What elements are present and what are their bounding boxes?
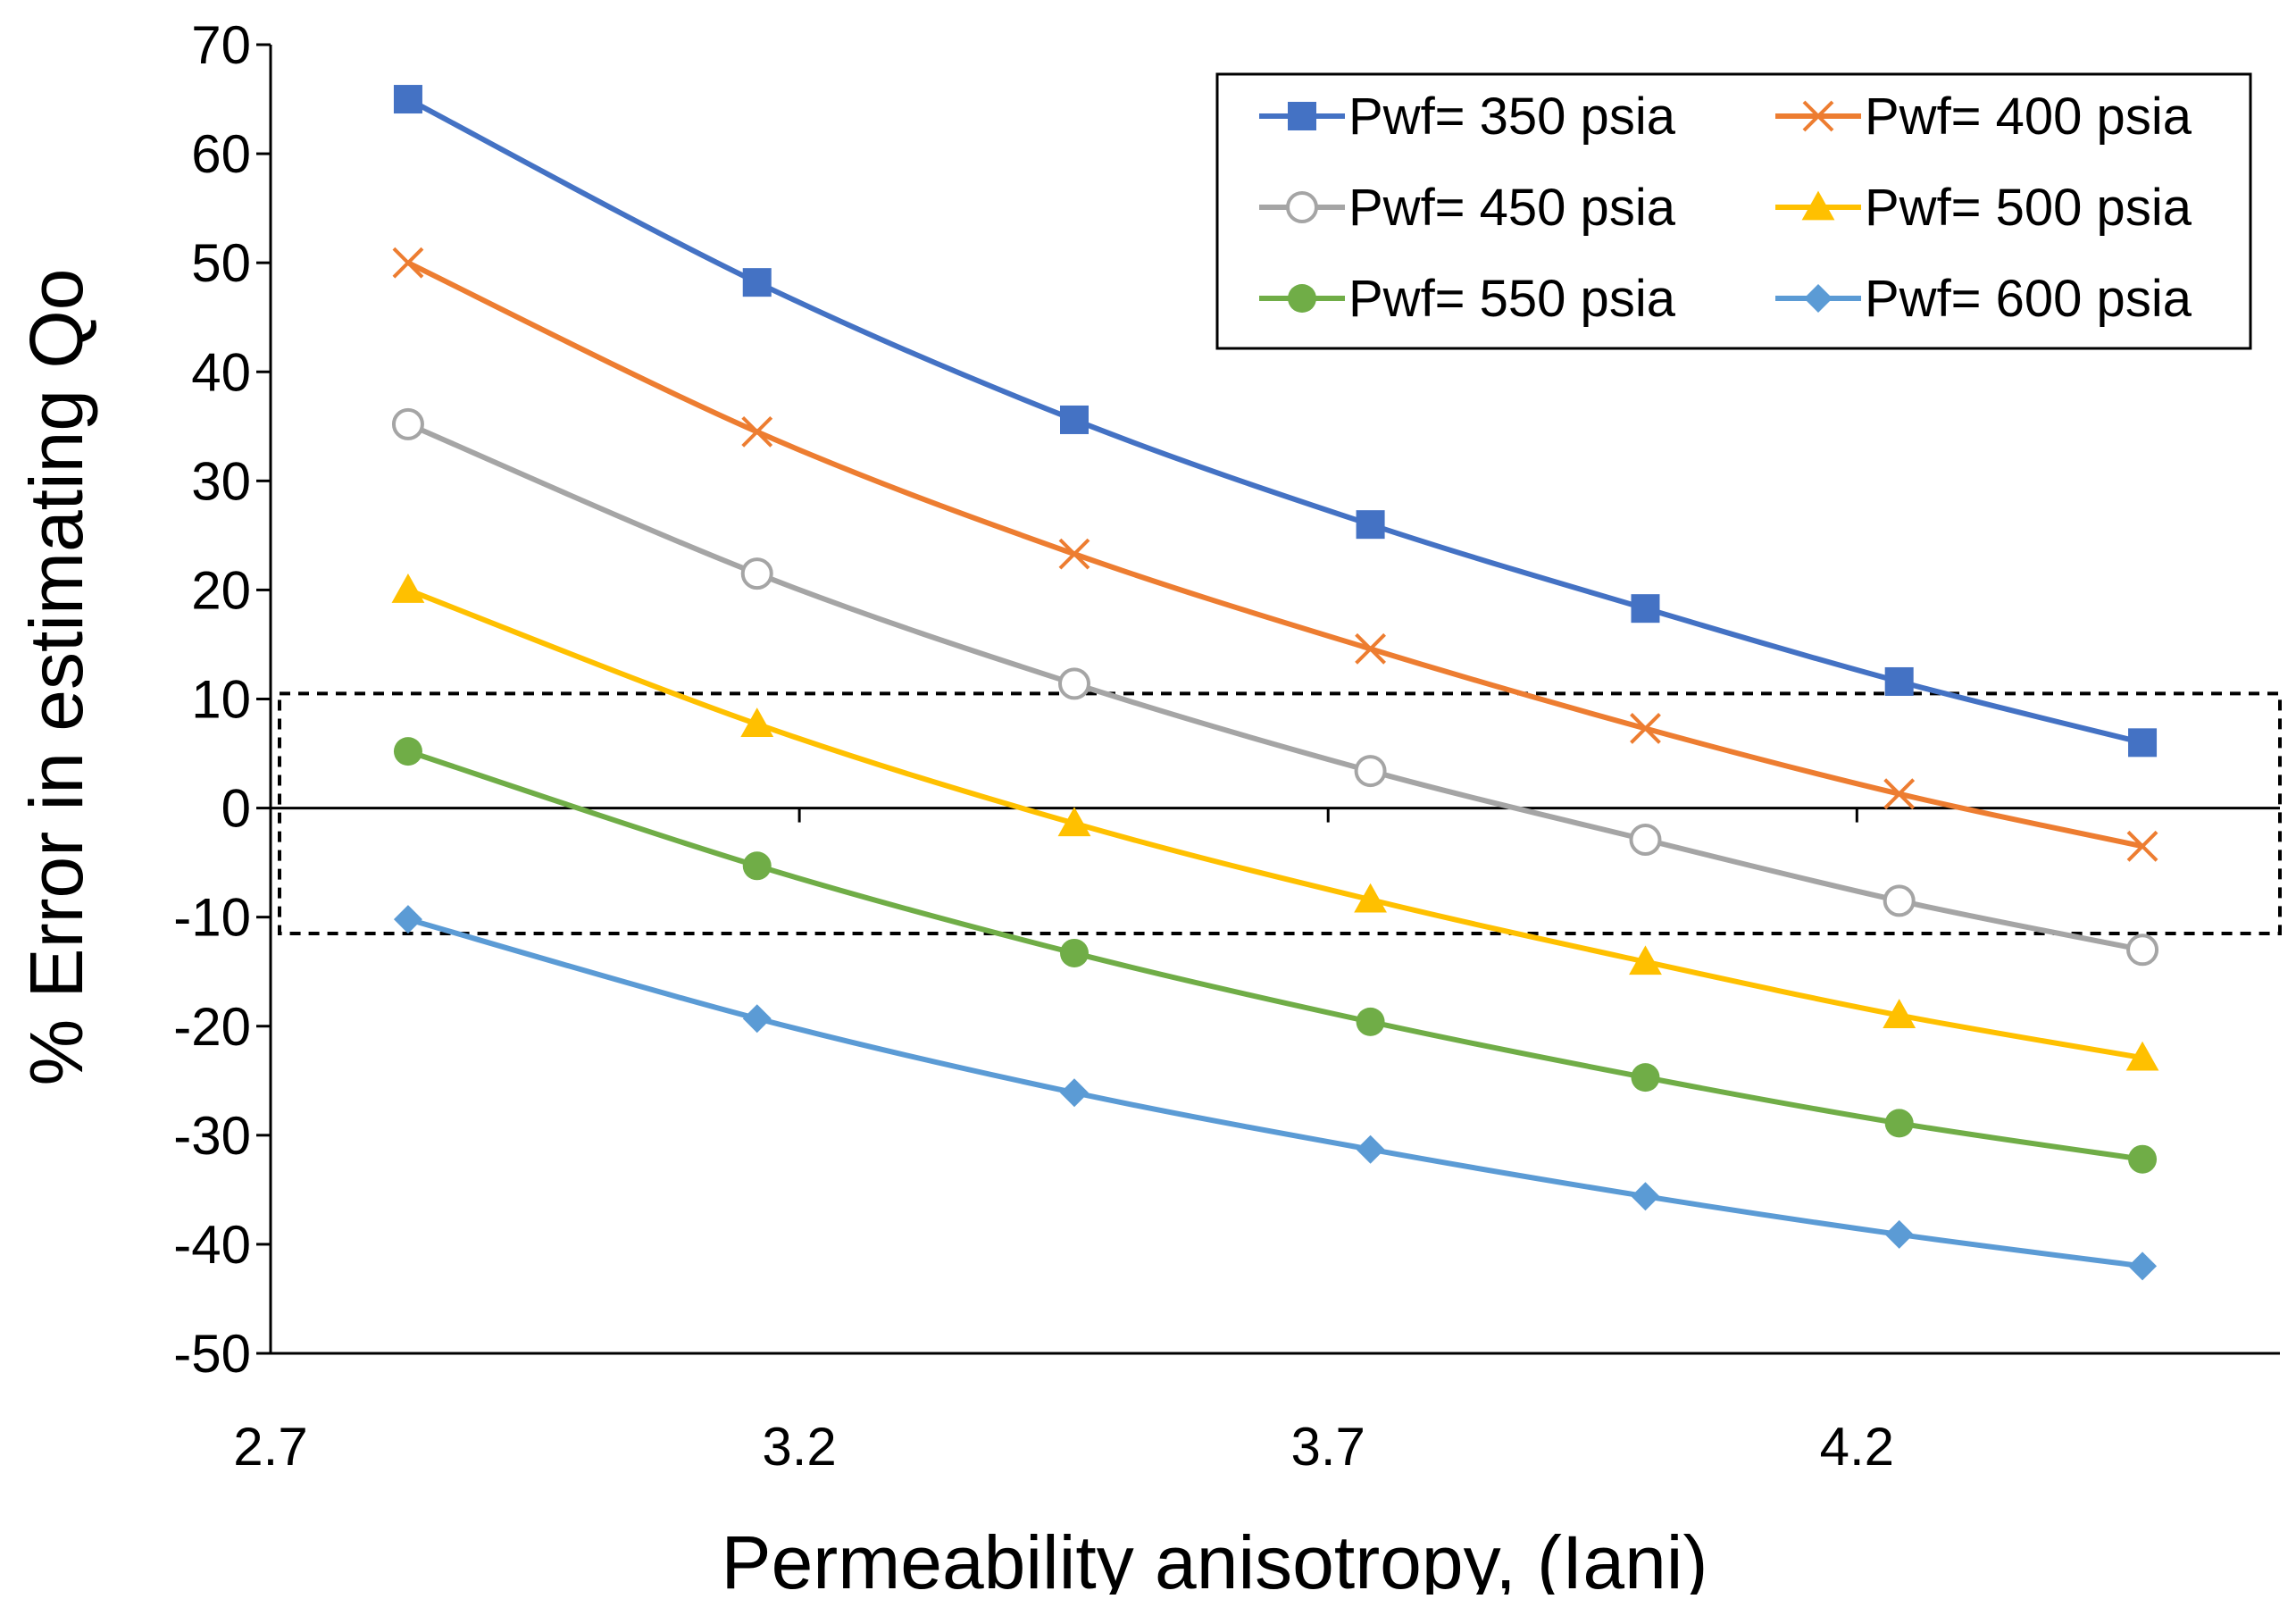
y-tick-label: 20: [191, 560, 251, 620]
data-point: [1058, 667, 1090, 700]
y-tick-label: -30: [173, 1106, 251, 1166]
highlight-band: [278, 691, 2282, 935]
legend-label: Pwf= 600 psia: [1865, 270, 2192, 328]
data-point: [1060, 1078, 1089, 1108]
y-tick-label: 50: [191, 233, 251, 293]
data-point: [1630, 713, 1661, 744]
data-point: [742, 851, 772, 881]
y-tick-label: 40: [191, 342, 251, 402]
data-point: [2128, 1144, 2158, 1174]
data-point: [1884, 666, 1914, 696]
legend-label: Pwf= 450 psia: [1348, 179, 1676, 237]
data-point: [2126, 933, 2159, 967]
y-tick-label: 70: [191, 15, 251, 75]
axes-layer: 70 60 50 40 30 20 10 0 -10 -20 -30 -40 -50 2.7 3.2 3.7 4…: [173, 15, 2280, 1477]
data-point: [1631, 594, 1660, 624]
series-line: [407, 749, 2143, 1162]
highlight-layer: [278, 691, 2282, 935]
legend-label: Pwf= 350 psia: [1348, 88, 1676, 146]
legend-swatch-marker: [1286, 191, 1318, 223]
legend-entry: Pwf= 500 psia: [1775, 179, 2192, 237]
data-point: [393, 905, 422, 934]
y-tick-label: -20: [173, 997, 251, 1057]
y-tick-label: -40: [173, 1215, 251, 1275]
data-point: [391, 407, 424, 440]
legend-box: [1215, 72, 2252, 350]
x-axis-title: Permeability anisotropy, (Iani): [722, 1520, 1708, 1595]
series-6: [393, 905, 2158, 1281]
x-tick-label: 4.2: [1820, 1417, 1894, 1477]
data-point: [1884, 1109, 1914, 1138]
data-point: [2125, 1041, 2159, 1071]
data-point: [392, 247, 424, 279]
data-point: [1356, 1134, 1385, 1164]
legend-entry: Pwf= 550 psia: [1259, 270, 1676, 328]
series-line: [406, 260, 2143, 850]
data-point: [1629, 945, 1662, 975]
x-tick-label: 3.7: [1290, 1417, 1365, 1477]
data-point: [1883, 884, 1916, 917]
data-point: [1058, 538, 1090, 570]
data-point: [1354, 755, 1387, 788]
legend-label: Pwf= 500 psia: [1865, 179, 2192, 237]
legend-swatch-marker: [1288, 284, 1316, 313]
data-point: [2128, 728, 2158, 758]
data-point: [740, 557, 773, 590]
series-3: [391, 407, 2159, 967]
series-2: [392, 247, 2158, 862]
legend-swatch-marker: [1804, 284, 1833, 313]
y-tick-label: 60: [191, 124, 251, 184]
series-line: [406, 587, 2143, 1061]
x-tick-label: 3.2: [762, 1417, 836, 1477]
series-4: [391, 573, 2159, 1071]
data-point: [1883, 999, 1916, 1028]
data-point: [1057, 807, 1091, 837]
legend-swatch-marker: [1288, 102, 1316, 130]
legend-label: Pwf= 400 psia: [1865, 88, 2192, 146]
data-point: [1355, 632, 1386, 665]
y-axis-title: % Error in estimating Qo: [14, 269, 98, 1086]
data-point: [1629, 823, 1662, 856]
y-tick-label: 0: [221, 779, 251, 839]
data-point: [1060, 405, 1089, 434]
data-point: [393, 85, 422, 114]
series-line: [406, 422, 2143, 953]
legend-swatch-marker: [1801, 190, 1835, 221]
legend-entry: Pwf= 600 psia: [1775, 270, 2192, 328]
legend-entry: Pwf= 400 psia: [1775, 88, 2192, 146]
series-layer: [391, 85, 2159, 1281]
legend-entry: Pwf= 450 psia: [1259, 179, 1676, 237]
series-5: [393, 737, 2158, 1174]
y-tick-label: -10: [173, 888, 251, 948]
data-point: [1631, 1182, 1660, 1211]
data-point: [391, 573, 425, 603]
data-point: [740, 707, 774, 737]
y-tick-label: -50: [173, 1324, 251, 1384]
legend: Pwf= 350 psia Pwf= 400 psia Pwf= 450 psia P…: [1215, 72, 2252, 350]
data-point: [742, 1004, 772, 1034]
y-tick-label: 30: [191, 451, 251, 511]
data-point: [393, 737, 422, 766]
data-point: [1883, 778, 1916, 810]
data-point: [741, 415, 773, 448]
data-point: [1060, 938, 1089, 967]
data-point: [1631, 1063, 1660, 1093]
legend-entry: Pwf= 350 psia: [1259, 88, 1676, 146]
series-line: [407, 917, 2143, 1269]
x-tick-label: 2.7: [233, 1417, 307, 1477]
data-point: [1356, 1007, 1385, 1036]
data-point: [2126, 830, 2158, 862]
data-point: [1356, 510, 1385, 540]
data-point: [2128, 1252, 2158, 1281]
series-1: [393, 85, 2158, 758]
data-point: [1884, 1219, 1914, 1249]
data-point: [742, 268, 772, 297]
legend-label: Pwf= 550 psia: [1348, 270, 1676, 328]
legend-swatch-marker: [1802, 100, 1834, 132]
data-point: [1354, 883, 1387, 913]
y-tick-label: 10: [191, 670, 251, 730]
